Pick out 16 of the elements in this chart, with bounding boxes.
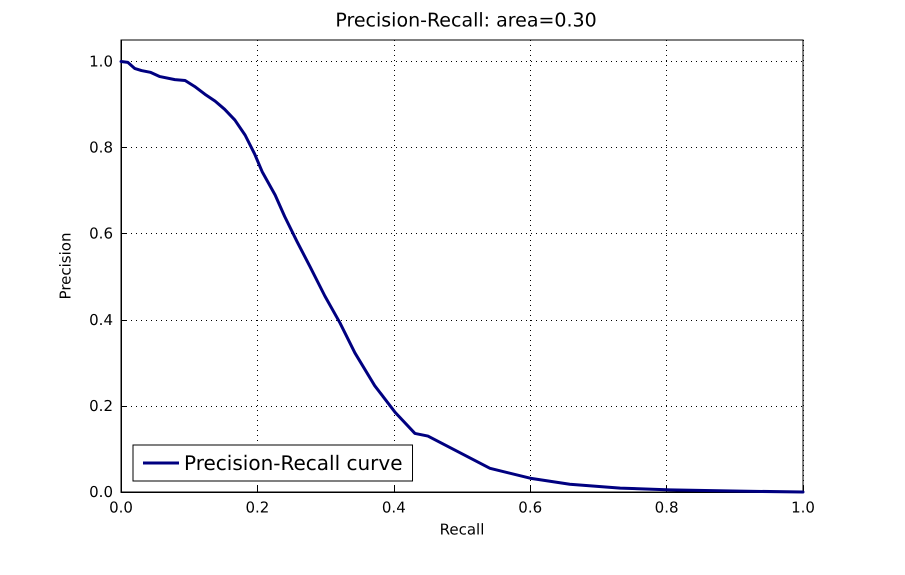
chart-title: Precision-Recall: area=0.30 bbox=[335, 10, 597, 32]
y-tick-label: 0.4 bbox=[89, 310, 113, 329]
x-tick-label: 0.6 bbox=[518, 498, 542, 516]
y-tick-label: 0.6 bbox=[89, 224, 113, 243]
y-tick-label: 0.0 bbox=[89, 483, 113, 501]
x-tick-label: 0.8 bbox=[654, 498, 679, 516]
y-tick-label: 1.0 bbox=[89, 52, 113, 71]
x-tick-label: 0.0 bbox=[109, 498, 133, 516]
x-axis-title: Recall bbox=[440, 520, 484, 538]
x-tick-label: 0.4 bbox=[382, 498, 406, 516]
y-tick-label: 0.8 bbox=[89, 138, 113, 157]
y-tick-label: 0.2 bbox=[89, 396, 113, 415]
y-axis-title: Precision bbox=[56, 232, 74, 300]
x-tick-label: 0.2 bbox=[245, 498, 270, 516]
x-tick-label: 1.0 bbox=[791, 498, 815, 516]
legend-label: Precision-Recall curve bbox=[184, 451, 403, 475]
